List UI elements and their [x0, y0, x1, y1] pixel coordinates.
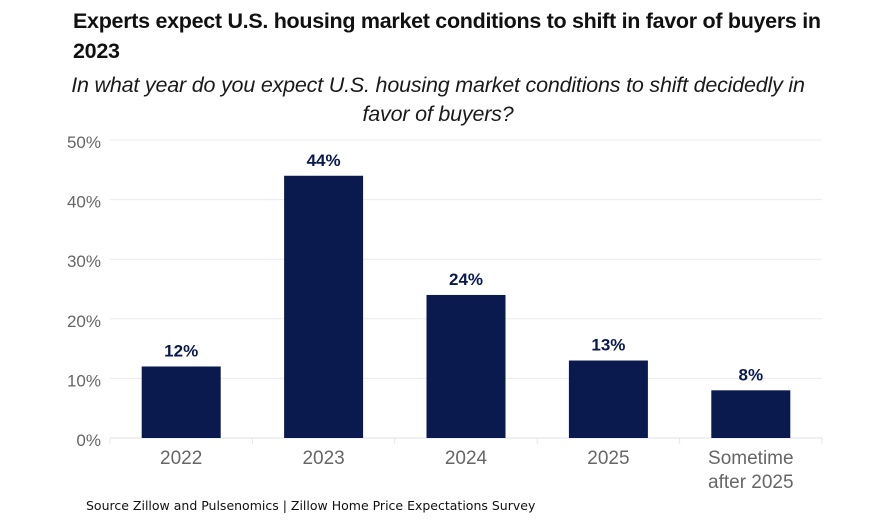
x-tick-label: 2024: [445, 448, 488, 469]
y-tick-label: 30%: [67, 252, 101, 271]
bars: [141, 175, 791, 438]
y-tick-label: 20%: [67, 312, 101, 331]
source-note: Source Zillow and Pulsenomics | Zillow H…: [86, 498, 536, 513]
x-tick-label: 2023: [302, 448, 344, 469]
data-labels: 12% 44% 24% 13% 8%: [164, 151, 763, 385]
y-tick-label: 10%: [67, 371, 101, 390]
x-tick-label: after 2025: [708, 472, 794, 493]
data-label: 13%: [591, 336, 625, 355]
chart-title: Experts expect U.S. housing market condi…: [73, 9, 821, 63]
y-tick-label: 40%: [67, 193, 101, 212]
data-label: 8%: [739, 365, 764, 384]
y-tick-label: 50%: [67, 133, 101, 152]
data-label: 24%: [449, 270, 483, 289]
x-tick-label: 2025: [587, 448, 629, 469]
bar: [711, 390, 791, 438]
chart-subtitle: In what year do you expect U.S. housing …: [71, 73, 805, 126]
y-tick-label: 0%: [76, 431, 101, 450]
x-tick-label: 2022: [160, 448, 202, 469]
bar: [426, 294, 506, 438]
y-axis: 0% 10% 20% 30% 40% 50%: [67, 133, 101, 450]
x-axis: 2022 2023 2024 2025 Sometime after 2025: [109, 438, 823, 493]
bar: [284, 175, 364, 438]
bar: [568, 360, 648, 438]
bar: [141, 366, 221, 438]
data-label: 12%: [164, 341, 198, 360]
x-tick-label: Sometime: [708, 448, 794, 469]
data-label: 44%: [307, 151, 341, 170]
